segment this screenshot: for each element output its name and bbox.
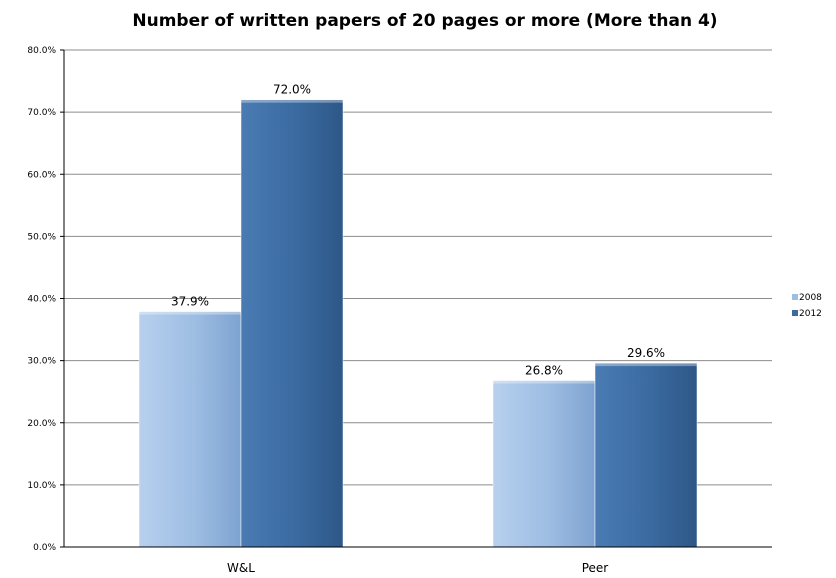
legend-label-2012: 2012 <box>799 309 822 319</box>
category-label: W&L <box>227 561 255 575</box>
data-label: 26.8% <box>525 364 563 378</box>
bar-2012-W&L <box>240 99 344 548</box>
legend: 2008 2012 <box>792 293 822 319</box>
chart-title: Number of written papers of 20 pages or … <box>132 11 717 31</box>
data-label: 29.6% <box>627 346 665 360</box>
y-tick-label: 20.0% <box>27 419 56 429</box>
y-tick-label: 70.0% <box>27 108 56 118</box>
y-tick-label: 10.0% <box>27 481 56 491</box>
category-labels: W&L Peer <box>227 561 608 575</box>
bar-highlight <box>241 99 343 103</box>
legend-swatch-2008 <box>792 294 798 300</box>
legend-swatch-2012 <box>792 310 798 316</box>
y-tick-label: 80.0% <box>27 46 56 56</box>
bar-highlight <box>139 311 241 315</box>
bar-2012-Peer <box>594 362 698 548</box>
bar-highlight <box>493 380 595 384</box>
category-label: Peer <box>582 561 609 575</box>
y-tick-label: 50.0% <box>27 232 56 242</box>
data-label: 72.0% <box>273 83 311 97</box>
y-tick-label: 30.0% <box>27 357 56 367</box>
bar-highlight <box>595 363 697 367</box>
legend-label-2008: 2008 <box>799 293 822 303</box>
y-axis-ticks: 0.0% 10.0% 20.0% 30.0% 40.0% 50.0% 60.0% 70.0% 8… <box>27 46 64 553</box>
y-tick-label: 40.0% <box>27 295 56 305</box>
y-tick-label: 0.0% <box>33 543 56 553</box>
data-labels: 37.9% 72.0% 26.8% 29.6% <box>171 83 665 378</box>
data-label: 37.9% <box>171 295 209 309</box>
bar-2008-W&L <box>138 311 242 548</box>
bar-2008-Peer <box>492 380 596 548</box>
y-tick-label: 60.0% <box>27 170 56 180</box>
bars <box>138 99 698 548</box>
